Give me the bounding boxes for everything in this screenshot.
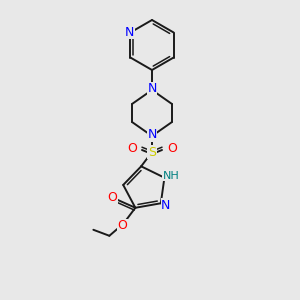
Text: NH: NH [163,171,180,181]
Text: N: N [147,82,157,95]
Text: O: O [127,142,137,155]
Text: S: S [148,146,156,158]
Text: N: N [125,26,134,38]
Text: O: O [167,142,177,155]
Text: N: N [147,128,157,142]
Text: O: O [107,191,117,204]
Text: O: O [117,219,127,232]
Text: N: N [161,199,170,212]
